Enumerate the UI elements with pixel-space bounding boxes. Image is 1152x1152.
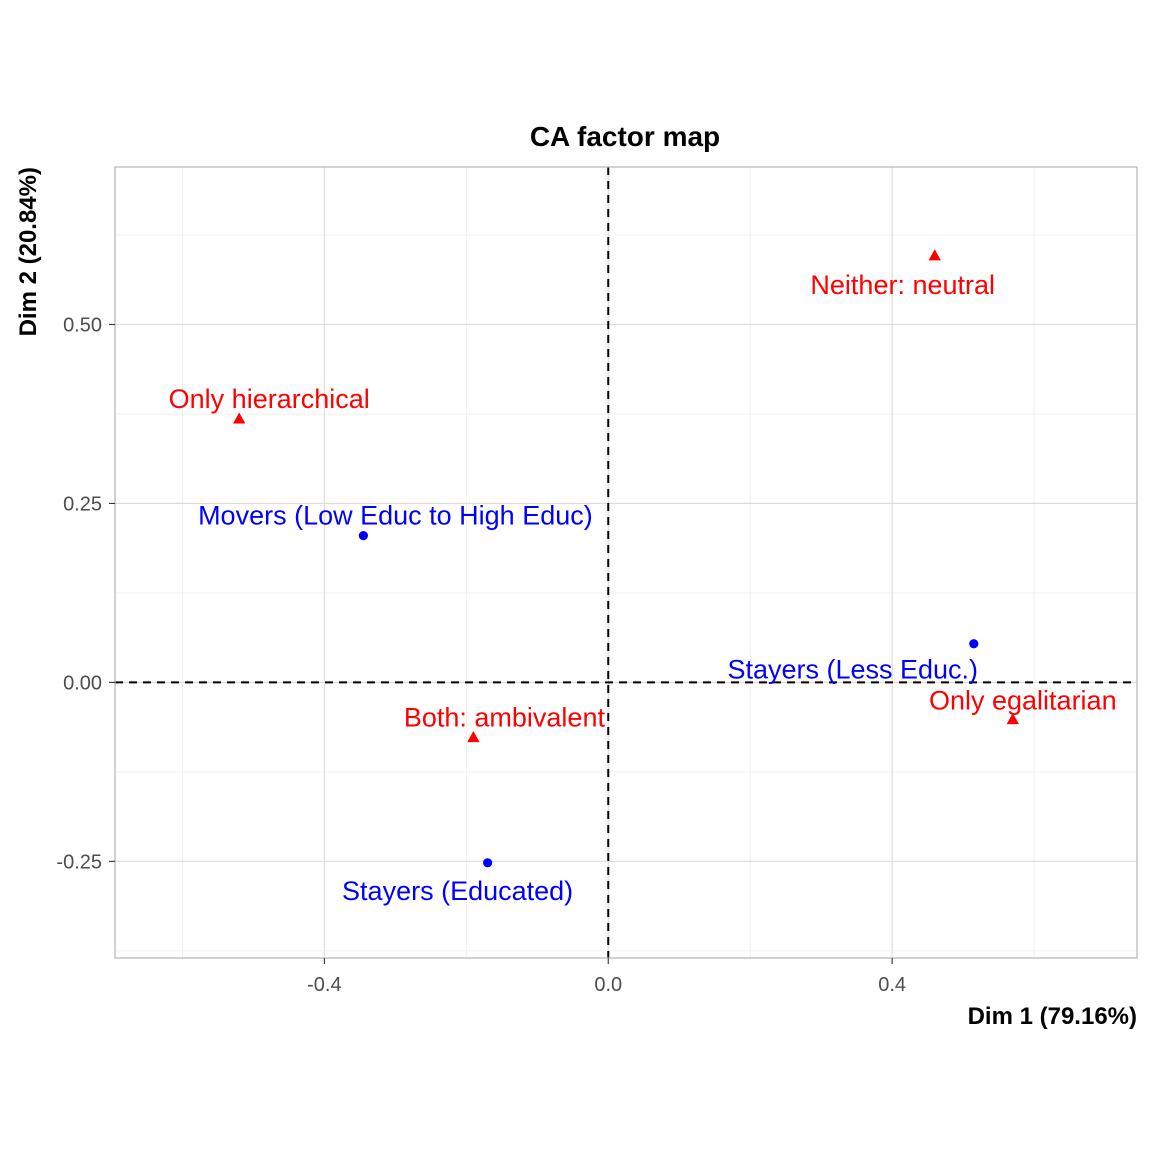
- column-point-0: [928, 249, 941, 261]
- row-point-2: [483, 858, 493, 868]
- y-tick-label-0: -0.25: [56, 851, 102, 873]
- minor-gridlines: [115, 167, 1137, 958]
- column-label-2: Both: ambivalent: [404, 703, 606, 733]
- plot-background: [115, 167, 1137, 958]
- column-point-2: [467, 731, 480, 743]
- x-tick-label-2: 0.4: [878, 974, 906, 996]
- y-tick-label-2: 0.25: [63, 493, 102, 515]
- column-point-3: [1006, 713, 1019, 725]
- y-axis-ticks: -0.25 0.00 0.25 0.50: [56, 314, 115, 873]
- x-axis-title: Dim 1 (79.16%): [968, 1003, 1137, 1030]
- x-tick-label-1: 0.0: [594, 974, 622, 996]
- y-tick-label-1: 0.00: [63, 672, 102, 694]
- point-labels: Movers (Low Educ to High Educ) Stayers (L…: [169, 270, 1117, 906]
- column-point-1: [233, 412, 246, 424]
- row-point-0: [358, 531, 369, 541]
- column-label-3: Only egalitarian: [929, 686, 1117, 716]
- y-tick-label-3: 0.50: [63, 314, 102, 336]
- chart-title: CA factor map: [530, 121, 720, 152]
- plot-border: [114, 166, 1138, 959]
- reference-lines: [115, 167, 1137, 958]
- point-markers: [233, 249, 1019, 868]
- row-label-0: Movers (Low Educ to High Educ): [198, 501, 593, 531]
- row-label-1: Stayers (Less Educ.): [727, 655, 978, 685]
- x-tick-label-0: -0.4: [307, 974, 341, 996]
- column-label-1: Only hierarchical: [169, 384, 370, 414]
- column-label-0: Neither: neutral: [810, 270, 995, 300]
- x-axis-ticks: -0.4 0.0 0.4: [307, 958, 906, 996]
- row-point-1: [969, 639, 979, 649]
- row-label-2: Stayers (Educated): [342, 876, 573, 906]
- y-axis-title: Dim 2 (20.84%): [15, 167, 42, 336]
